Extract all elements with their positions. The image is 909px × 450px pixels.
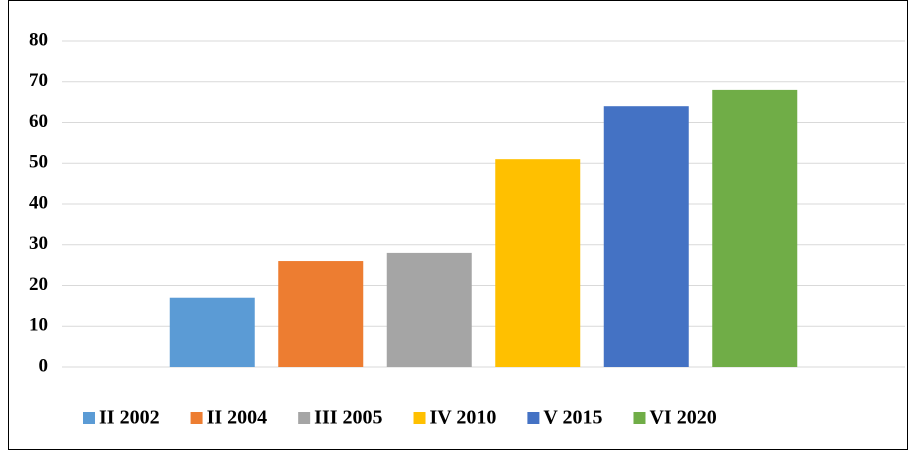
y-tick-label: 70 [29,70,48,91]
bar [603,106,689,367]
legend-label: IV 2010 [430,407,497,429]
bar [169,297,255,367]
y-tick-label: 10 [29,315,48,336]
legend-swatch [298,412,311,424]
legend-swatch [190,412,203,424]
bar [712,89,798,368]
legend-label: II 2004 [207,407,268,429]
legend-label: VI 2020 [649,407,716,429]
bar [386,252,472,367]
y-tick-label: 20 [29,274,48,295]
bar [278,261,364,367]
y-tick-label: 60 [29,111,48,132]
y-tick-label: 0 [39,355,49,376]
y-tick-label: 80 [29,29,48,50]
legend-label: II 2002 [99,407,160,429]
y-tick-label: 50 [29,152,48,173]
legend-swatch [83,412,95,424]
legend-label: III 2005 [314,407,382,429]
legend-label: V 2015 [543,407,602,429]
legend-swatch [527,412,540,424]
legend-swatch [633,412,646,424]
legend-swatch [413,412,426,424]
y-tick-label: 40 [29,192,48,213]
bar [495,159,581,367]
y-tick-label: 30 [29,233,48,254]
